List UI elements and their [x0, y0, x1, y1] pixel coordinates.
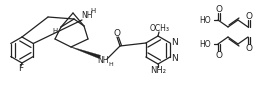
Text: O: O: [245, 12, 252, 20]
Text: OCH₃: OCH₃: [150, 24, 170, 32]
Text: NH: NH: [97, 56, 109, 65]
Text: H: H: [109, 61, 113, 67]
Text: HO: HO: [199, 15, 211, 25]
Text: NH₂: NH₂: [150, 66, 166, 74]
Text: N: N: [171, 54, 178, 62]
Text: O: O: [245, 43, 252, 53]
Text: O: O: [114, 28, 120, 38]
Text: H: H: [90, 8, 95, 14]
Text: O: O: [215, 4, 222, 14]
Text: F: F: [18, 64, 24, 72]
Text: N: N: [171, 38, 178, 46]
Text: H: H: [52, 28, 58, 34]
Text: NH: NH: [81, 11, 93, 19]
Text: O: O: [215, 51, 222, 59]
Text: HO: HO: [199, 40, 211, 48]
Polygon shape: [71, 47, 101, 59]
